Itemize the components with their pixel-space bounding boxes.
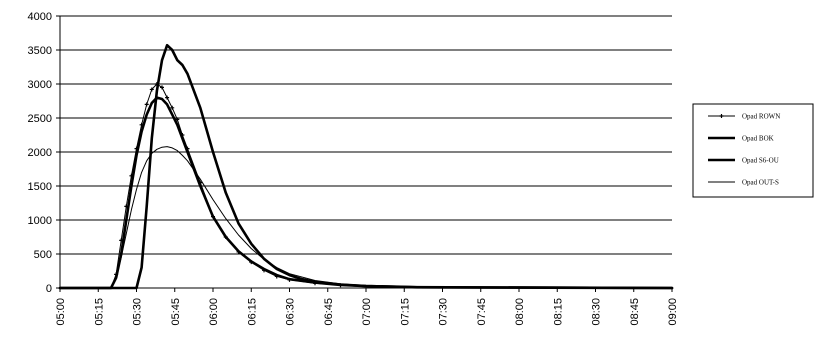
x-tick-label: 06:30 — [285, 298, 297, 326]
x-tick-label: 07:45 — [476, 298, 488, 326]
y-tick-label: 1500 — [28, 181, 52, 193]
series-marker — [149, 87, 154, 92]
legend-label: Opad BOK — [742, 135, 774, 143]
x-tick-label: 08:15 — [552, 298, 564, 326]
series-line-3 — [59, 146, 673, 289]
x-tick-label: 08:00 — [514, 298, 526, 326]
y-tick-label: 500 — [34, 249, 52, 261]
series-marker — [160, 85, 164, 90]
y-axis-ticks: 0 500 1000 1500 2000 2500 3000 3500 4000 — [28, 11, 60, 295]
legend-label: Opad OUT-S — [742, 179, 779, 187]
series-marker — [170, 105, 175, 110]
x-tick-label: 06:15 — [246, 298, 258, 326]
legend-label: Opad S6-OU — [742, 157, 779, 165]
y-tick-label: 0 — [46, 283, 52, 295]
x-tick-label: 08:30 — [591, 298, 603, 326]
x-tick-label: 07:15 — [399, 298, 411, 326]
x-tick-label: 06:00 — [208, 298, 220, 326]
x-tick-label: 05:45 — [170, 298, 182, 326]
y-tick-label: 3500 — [28, 45, 52, 57]
y-tick-label: 4000 — [28, 11, 52, 23]
x-tick-label: 08:45 — [629, 298, 641, 326]
legend: Opad ROWN Opad BOK Opad S6-OU Opad OUT-S — [692, 103, 814, 198]
series-marker — [144, 102, 149, 107]
x-tick-label: 05:00 — [55, 298, 67, 326]
x-tick-label: 05:30 — [132, 298, 144, 326]
series-line-2 — [58, 96, 674, 290]
x-tick-label: 09:00 — [667, 298, 679, 326]
y-tick-label: 1000 — [28, 215, 52, 227]
x-axis-ticks: 05:00 05:15 05:30 05:45 06:00 06:15 06:30 06:45… — [55, 288, 679, 326]
legend-marker — [719, 114, 724, 118]
x-tick-label: 05:15 — [93, 298, 105, 326]
series-group — [58, 43, 674, 290]
x-tick-label: 07:00 — [361, 298, 373, 326]
x-tick-label: 07:30 — [438, 298, 450, 326]
series-marker — [165, 95, 170, 100]
y-tick-label: 3000 — [28, 79, 52, 91]
y-tick-label: 2500 — [28, 113, 52, 125]
gridlines — [59, 15, 672, 289]
series-line-1 — [58, 43, 674, 290]
y-tick-label: 2000 — [28, 147, 52, 159]
x-tick-label: 06:45 — [323, 298, 335, 326]
legend-label: Opad ROWN — [742, 113, 780, 121]
